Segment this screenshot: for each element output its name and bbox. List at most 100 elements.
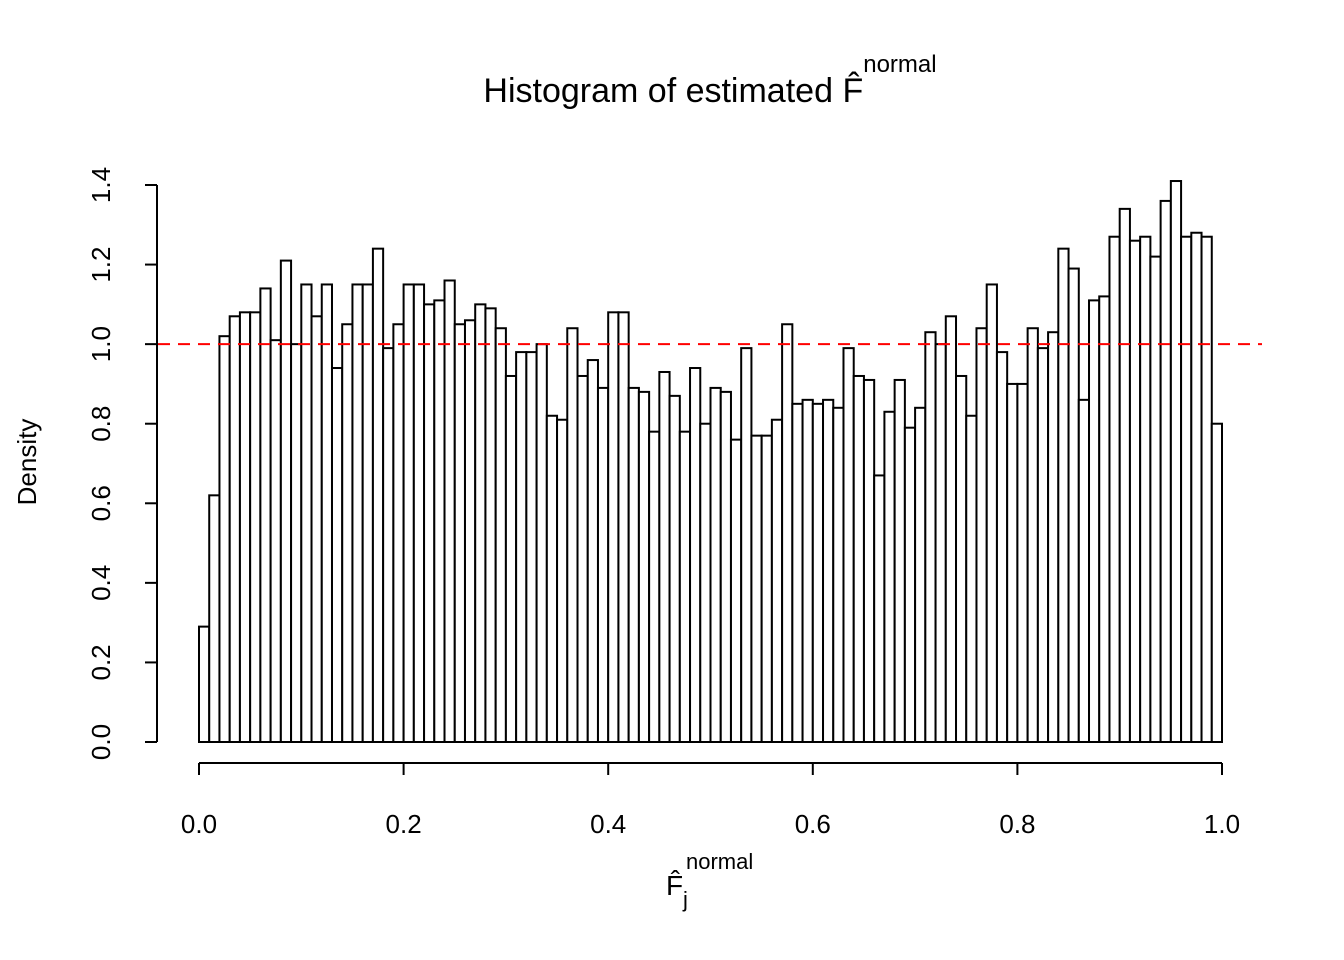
- bar: [504, 374, 518, 743]
- bar: [801, 398, 814, 743]
- y-tick-label: 0.4: [86, 565, 116, 601]
- bar: [371, 247, 385, 744]
- bar: [566, 327, 579, 743]
- bar: [208, 494, 221, 744]
- bar: [341, 323, 354, 743]
- bar: [668, 394, 681, 743]
- bar: [607, 311, 620, 743]
- bar: [934, 343, 947, 743]
- bar: [1047, 331, 1060, 743]
- bar: [535, 343, 548, 743]
- bar: [525, 351, 538, 743]
- bar: [443, 279, 456, 743]
- bar: [719, 390, 732, 743]
- chart-title: Histogram of estimated F̂normal: [483, 51, 936, 110]
- bar: [975, 327, 988, 743]
- bar: [648, 430, 661, 743]
- bar: [873, 474, 886, 743]
- x-tick-label: 0.0: [181, 809, 217, 839]
- y-tick-label: 0.6: [86, 485, 116, 521]
- y-axis-label: Density: [12, 419, 42, 506]
- bar: [955, 374, 968, 743]
- title-symbol: F̂: [842, 71, 863, 110]
- bar: [545, 414, 559, 743]
- bar: [1159, 199, 1172, 743]
- bar: [515, 351, 528, 743]
- bar: [903, 426, 917, 743]
- bar: [852, 374, 865, 743]
- bar: [1036, 347, 1050, 743]
- bar: [238, 311, 252, 743]
- bar: [433, 299, 446, 743]
- bar: [228, 315, 241, 743]
- bar: [770, 418, 784, 743]
- bar: [1006, 382, 1019, 743]
- x-tick-label: 1.0: [1204, 809, 1240, 839]
- bar: [862, 378, 876, 743]
- bar: [586, 359, 599, 743]
- bar: [423, 303, 436, 743]
- bar: [617, 311, 630, 743]
- bar: [1149, 255, 1162, 743]
- bar: [965, 414, 978, 743]
- bar: [474, 303, 487, 743]
- bar: [709, 386, 722, 743]
- bar: [1016, 382, 1029, 743]
- bar: [1180, 235, 1193, 743]
- x-label-sup: normal: [686, 849, 753, 874]
- x-tick-label: 0.6: [795, 809, 831, 839]
- bar: [402, 283, 415, 743]
- bar: [1118, 207, 1131, 744]
- bar: [760, 434, 773, 743]
- bar: [1108, 235, 1121, 743]
- bar: [330, 367, 344, 743]
- y-tick-label: 1.4: [86, 167, 116, 203]
- y-tick-label: 1.0: [86, 326, 116, 362]
- bar: [627, 386, 640, 743]
- bar: [689, 367, 702, 743]
- bar: [729, 438, 743, 743]
- bar: [361, 283, 374, 743]
- bar: [1200, 235, 1213, 743]
- bar: [269, 339, 282, 743]
- y-tick-label: 0.2: [86, 644, 116, 680]
- bar: [259, 287, 272, 743]
- bar: [832, 406, 845, 743]
- bar: [914, 406, 927, 743]
- bar: [1128, 239, 1142, 743]
- bar: [463, 319, 477, 743]
- x-label-base: F̂: [666, 870, 683, 901]
- bar: [484, 307, 497, 743]
- bar: [596, 386, 610, 743]
- bar: [658, 370, 671, 743]
- bar: [822, 398, 835, 743]
- title-text: Histogram of estimated: [483, 72, 842, 110]
- bar: [576, 374, 589, 743]
- bar: [279, 259, 293, 743]
- bar: [300, 283, 313, 743]
- bar: [1098, 295, 1111, 743]
- bar: [382, 347, 395, 743]
- bar: [392, 323, 405, 743]
- bar: [893, 378, 906, 743]
- y-tick-label: 0.8: [86, 406, 116, 442]
- bar: [249, 311, 262, 743]
- bar: [198, 625, 211, 743]
- bar: [1067, 267, 1080, 743]
- bar: [781, 323, 794, 743]
- title-superscript: normal: [863, 51, 936, 78]
- bar: [699, 422, 712, 743]
- bar: [310, 315, 323, 743]
- x-tick-label: 0.4: [590, 809, 626, 839]
- bar: [320, 283, 333, 743]
- bar: [290, 343, 303, 743]
- bar: [750, 434, 763, 743]
- bar: [678, 430, 692, 743]
- bar: [1210, 422, 1224, 743]
- bar: [1139, 235, 1152, 743]
- bar: [453, 323, 466, 743]
- bar: [556, 418, 569, 743]
- bar: [883, 410, 896, 743]
- y-tick-label: 0.0: [86, 724, 116, 760]
